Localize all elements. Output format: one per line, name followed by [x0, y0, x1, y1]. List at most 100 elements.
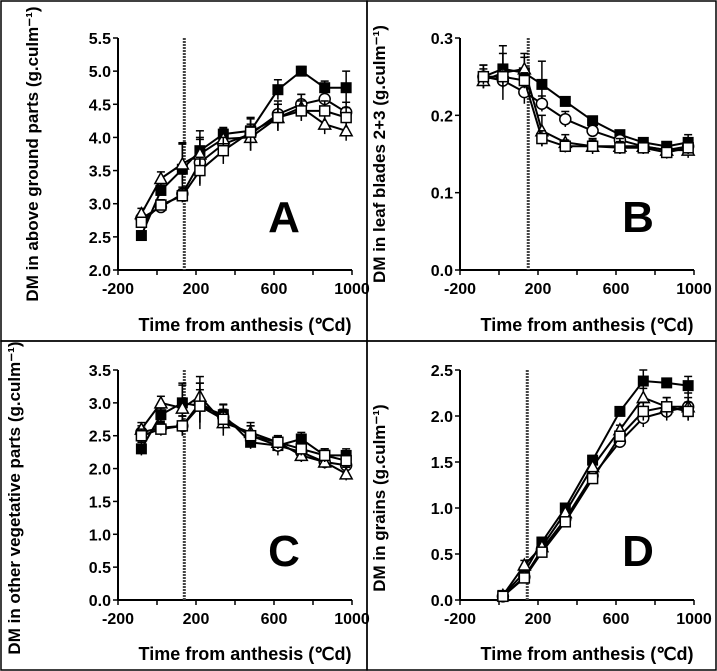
y-axis-label: DM in grains (g.culm⁻¹)	[370, 404, 389, 591]
x-axis-label: Time from anthesis (℃d)	[139, 644, 352, 664]
data-point	[295, 105, 308, 117]
data-point	[518, 74, 531, 87]
y-tick-label: 2.0	[89, 263, 111, 280]
data-point	[518, 572, 531, 584]
x-tick-label: 1000	[334, 281, 370, 298]
data-point	[517, 557, 532, 571]
y-tick-label: 0.0	[431, 263, 453, 280]
data-point	[153, 170, 169, 185]
y-tick-label: 3.5	[89, 363, 111, 380]
x-tick-label: 200	[525, 281, 552, 298]
data-point	[682, 142, 694, 154]
data-point	[536, 78, 548, 90]
data-point	[217, 413, 230, 426]
x-tick-label: 1000	[334, 611, 370, 628]
y-tick-label: 0.1	[431, 186, 453, 203]
data-point	[217, 144, 230, 157]
series-filled-square	[135, 65, 352, 242]
x-tick-label: 600	[603, 611, 630, 628]
data-point	[661, 377, 673, 389]
data-point	[660, 401, 673, 413]
data-point	[340, 454, 352, 467]
y-tick-label: 5.5	[89, 31, 111, 48]
y-tick-label: 4.5	[89, 97, 111, 114]
y-tick-label: 1.0	[89, 527, 111, 544]
series-filled-square	[477, 52, 694, 152]
y-tick-label: 3.0	[89, 197, 111, 214]
data-point	[295, 65, 307, 77]
data-point	[559, 112, 572, 126]
x-tick-label: 200	[183, 611, 210, 628]
y-tick-label: 0.5	[89, 560, 111, 577]
x-tick-label: 600	[261, 281, 288, 298]
data-point	[497, 70, 509, 83]
data-point	[614, 405, 626, 417]
series-open-square	[135, 100, 352, 229]
data-point	[637, 375, 649, 387]
y-tick-label: 0.0	[431, 593, 453, 610]
data-point	[536, 132, 548, 145]
x-tick-label: 600	[603, 281, 630, 298]
y-tick-label: 3.5	[89, 164, 111, 181]
panel-label: D	[622, 527, 654, 576]
panel-c: 0.0 0.5 1.0 1.5 2.0 2.5 3.0 3.5 -200 200 600 1000 Ti…	[5, 341, 370, 664]
series-line	[483, 67, 689, 148]
x-tick-label: 1000	[676, 281, 712, 298]
y-tick-label: 5.0	[89, 64, 111, 81]
y-tick-label: 4.0	[89, 130, 111, 147]
data-point	[153, 395, 169, 409]
data-point	[338, 466, 354, 480]
panel-d-border	[366, 340, 717, 671]
data-point	[497, 590, 509, 603]
data-point	[637, 142, 650, 154]
series-open-square	[497, 396, 694, 603]
data-point	[175, 400, 190, 414]
series-filled-square	[135, 382, 352, 462]
data-point	[244, 429, 257, 442]
data-point	[614, 142, 626, 154]
panel-a: 2.0 2.5 3.0 3.5 4.0 4.5 5.0 5.5 -200 200 600 1000 Ti…	[23, 6, 370, 335]
y-tick-label: 0.5	[431, 547, 453, 564]
data-point	[586, 124, 599, 138]
y-tick-label: 0.2	[431, 108, 453, 125]
data-point	[559, 516, 572, 528]
y-tick-label: 1.0	[431, 501, 453, 518]
y-tick-label: 2.5	[89, 429, 111, 446]
x-tick-label: 200	[525, 611, 552, 628]
data-point	[318, 449, 331, 462]
data-point	[682, 405, 694, 418]
data-point	[155, 423, 167, 435]
y-axis-label: DM in other vegetative parts (g.culm⁻¹)	[5, 341, 24, 654]
data-point	[535, 97, 549, 110]
data-point	[340, 82, 352, 94]
data-point	[559, 95, 571, 107]
data-point	[477, 70, 490, 83]
data-point	[176, 420, 189, 432]
data-point	[317, 116, 332, 130]
data-point	[637, 405, 650, 418]
data-point	[536, 546, 548, 558]
data-point	[272, 111, 284, 124]
x-tick-label: -200	[444, 281, 476, 298]
panel-label: B	[622, 193, 654, 242]
panel-label: C	[268, 527, 300, 576]
data-point	[318, 105, 331, 117]
x-axis-label: Time from anthesis (℃d)	[139, 315, 352, 335]
data-point	[586, 140, 599, 153]
panel-b: 0.0 0.1 0.2 0.3 -200 200 600 1000 Time from anth…	[370, 25, 712, 335]
data-point	[135, 429, 148, 442]
y-tick-label: 1.5	[431, 455, 453, 472]
data-point	[272, 84, 284, 96]
y-tick-label: 1.5	[89, 494, 111, 511]
series-line	[141, 404, 347, 462]
data-point	[155, 409, 167, 421]
x-tick-label: -200	[102, 281, 134, 298]
x-tick-label: 600	[261, 611, 288, 628]
data-point	[636, 390, 651, 404]
data-point	[194, 164, 206, 177]
data-point	[338, 123, 354, 137]
x-tick-label: -200	[102, 611, 134, 628]
data-point	[135, 443, 147, 455]
y-axis-label: DM in above ground parts (g.culm⁻¹)	[23, 6, 42, 301]
series-line	[140, 106, 347, 215]
